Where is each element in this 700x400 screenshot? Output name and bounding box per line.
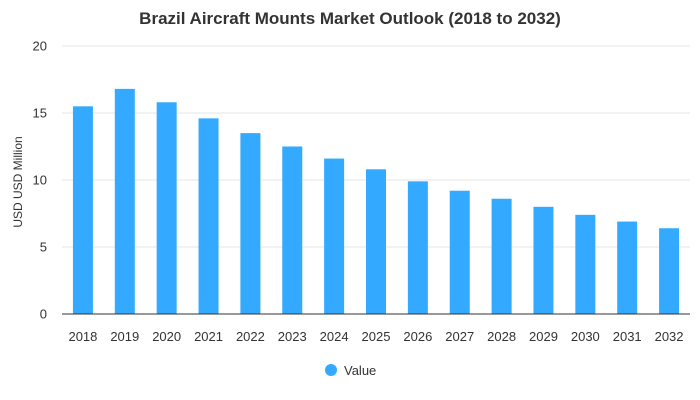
y-tick-label: 10 — [33, 173, 47, 188]
y-axis-title: USD USD Million — [11, 136, 25, 227]
x-tick-label: 2020 — [152, 329, 181, 344]
bar-2028[interactable] — [491, 198, 512, 314]
x-tick-label: 2025 — [362, 329, 391, 344]
y-tick-label: 5 — [40, 240, 47, 255]
legend[interactable]: Value — [325, 363, 376, 378]
axis-layer: 0 5 10 15 20 2018 2019 2020 2021 2022 2023 2024 2025… — [33, 39, 690, 344]
y-tick-label: 20 — [33, 39, 47, 54]
x-tick-label: 2032 — [655, 329, 684, 344]
bar-2029[interactable] — [533, 206, 554, 314]
y-tick-label: 15 — [33, 106, 47, 121]
x-tick-label: 2030 — [571, 329, 600, 344]
bar-2020[interactable] — [156, 102, 177, 314]
bar-2022[interactable] — [240, 133, 261, 314]
bar-2032[interactable] — [659, 228, 680, 314]
x-tick-label: 2022 — [236, 329, 265, 344]
x-tick-label: 2028 — [487, 329, 516, 344]
x-tick-label: 2026 — [403, 329, 432, 344]
bar-2031[interactable] — [617, 221, 638, 314]
x-tick-label: 2018 — [68, 329, 97, 344]
x-tick-label: 2027 — [445, 329, 474, 344]
bar-2030[interactable] — [575, 214, 596, 314]
x-tick-label: 2021 — [194, 329, 223, 344]
chart-title: Brazil Aircraft Mounts Market Outlook (2… — [139, 9, 561, 28]
x-tick-label: 2023 — [278, 329, 307, 344]
x-tick-label: 2029 — [529, 329, 558, 344]
y-tick-label: 0 — [40, 307, 47, 322]
bar-2025[interactable] — [366, 169, 386, 314]
legend-label-value: Value — [344, 363, 376, 378]
x-tick-label: 2019 — [110, 329, 139, 344]
bar-2026[interactable] — [407, 181, 428, 314]
bar-2027[interactable] — [449, 190, 470, 314]
bar-2024[interactable] — [324, 158, 345, 314]
legend-marker-icon — [325, 364, 337, 376]
bars-layer — [72, 88, 680, 315]
bar-2021[interactable] — [198, 118, 219, 314]
bar-2018[interactable] — [72, 106, 93, 314]
x-tick-label: 2024 — [320, 329, 349, 344]
bar-2023[interactable] — [282, 146, 303, 315]
bar-2019[interactable] — [114, 88, 135, 314]
x-tick-label: 2031 — [613, 329, 642, 344]
